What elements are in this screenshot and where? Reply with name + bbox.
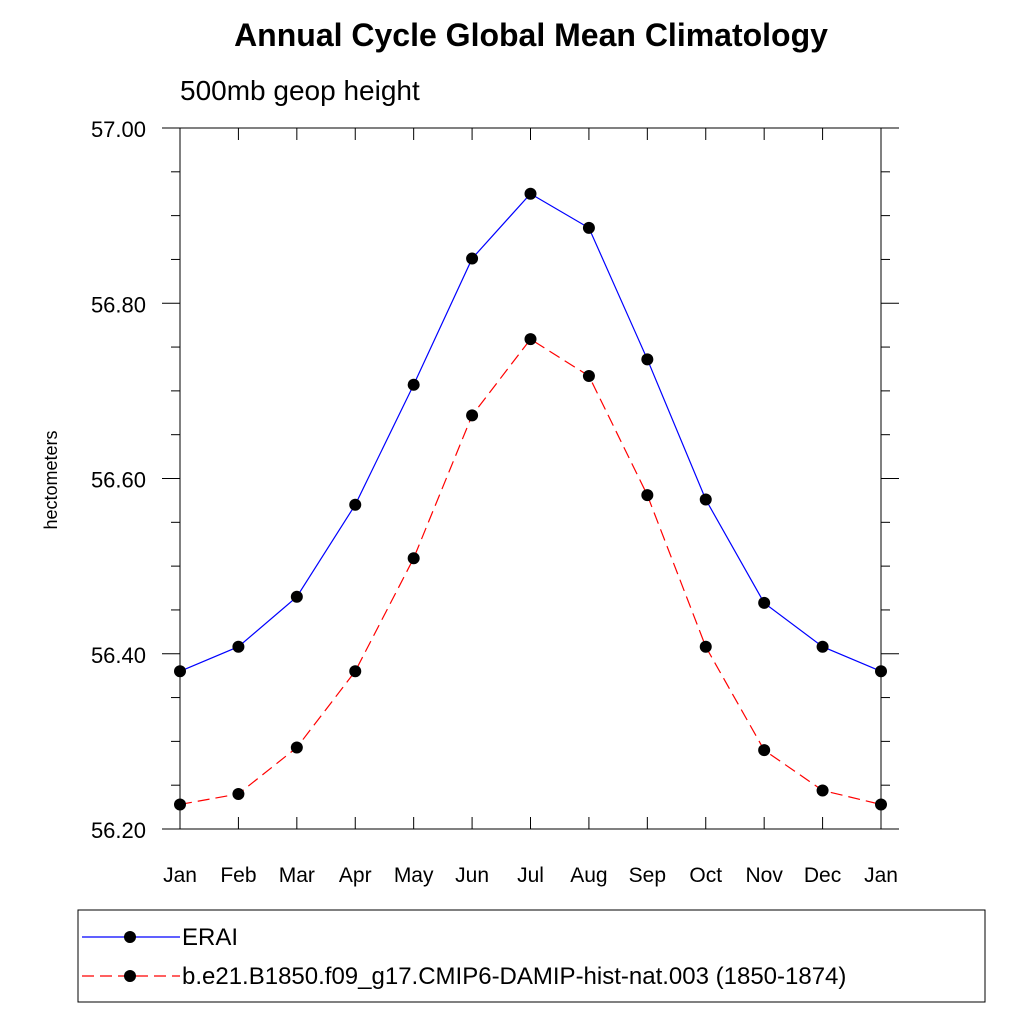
x-tick-label: Feb — [220, 864, 256, 887]
y-axis-label: hectometers — [41, 430, 61, 529]
data-point — [407, 378, 420, 391]
data-point — [290, 741, 303, 754]
data-point — [641, 353, 654, 366]
y-tick-labels: 56.20 56.40 56.60 56.80 57.00 — [91, 117, 146, 843]
chart-title: Annual Cycle Global Mean Climatology — [234, 17, 828, 53]
x-tick-label: Jan — [163, 864, 197, 887]
data-point — [174, 665, 186, 678]
data-point — [816, 640, 829, 653]
y-tick-label: 56.60 — [91, 468, 146, 493]
legend-box — [77, 909, 986, 1003]
legend-label-erai: ERAI — [182, 924, 238, 951]
x-tick-label: Jul — [517, 864, 544, 887]
plot-frame — [179, 127, 882, 830]
data-point — [699, 640, 712, 653]
data-point — [524, 187, 537, 200]
chart-subtitle: 500mb geop height — [180, 75, 420, 106]
x-tick-label: Nov — [745, 864, 783, 887]
data-point — [875, 665, 887, 678]
legend-marker-erai — [124, 931, 136, 943]
data-point — [875, 798, 887, 811]
axis-ticks — [162, 127, 899, 830]
x-tick-labels: Jan Feb Mar Apr May Jun Jul Aug Sep Oct Nov Dec Jan — [163, 864, 898, 887]
x-tick-label: Jun — [455, 864, 489, 887]
y-tick-label: 56.40 — [91, 643, 146, 668]
data-point — [466, 409, 479, 422]
series-line-0 — [179, 192, 882, 672]
data-point — [758, 596, 771, 609]
series-line-1 — [179, 338, 882, 806]
y-tick-label: 56.20 — [91, 818, 146, 843]
data-point — [641, 489, 654, 502]
data-point — [466, 252, 479, 265]
x-tick-label: Apr — [339, 864, 372, 887]
y-tick-label: 56.80 — [91, 292, 146, 317]
data-point — [232, 787, 245, 800]
data-point — [290, 590, 303, 603]
legend-label-cmip6: b.e21.B1850.f09_g17.CMIP6-DAMIP-hist-nat… — [182, 963, 846, 990]
x-tick-label: Aug — [570, 864, 607, 887]
data-point — [758, 744, 771, 757]
data-point — [524, 333, 537, 346]
x-tick-label: Mar — [279, 864, 315, 887]
series-group — [174, 187, 887, 811]
x-tick-label: Jan — [864, 864, 898, 887]
legend: ERAI b.e21.B1850.f09_g17.CMIP6-DAMIP-his… — [82, 924, 846, 990]
data-point — [582, 369, 595, 382]
data-point — [407, 552, 420, 565]
data-point — [174, 798, 186, 811]
x-tick-label: Oct — [689, 864, 722, 887]
data-point — [349, 665, 362, 678]
data-point — [699, 493, 712, 506]
data-point — [349, 498, 362, 511]
y-tick-label: 57.00 — [91, 117, 146, 142]
x-tick-label: May — [394, 864, 434, 887]
legend-marker-cmip6 — [124, 970, 136, 982]
x-tick-label: Sep — [629, 864, 666, 887]
data-point — [582, 221, 595, 234]
x-tick-label: Dec — [804, 864, 841, 887]
data-point — [232, 640, 245, 653]
data-point — [816, 784, 829, 797]
